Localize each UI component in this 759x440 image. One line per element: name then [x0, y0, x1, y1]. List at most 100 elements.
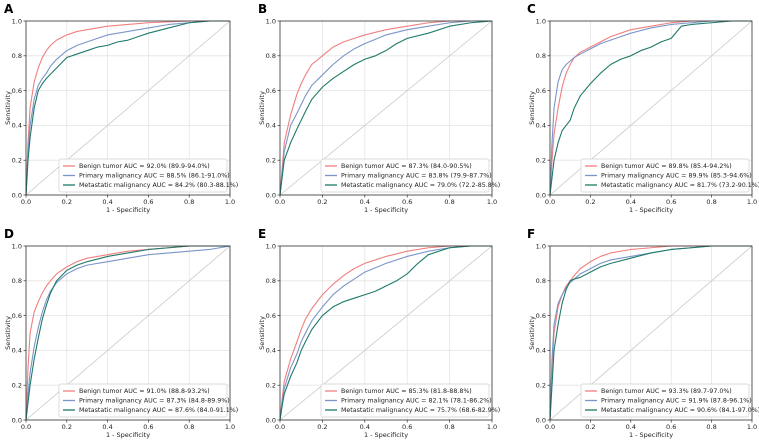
- roc-curve-metastatic: [279, 20, 493, 196]
- axes-frame: [549, 20, 753, 196]
- x-axis-label: 1 - Specificity: [106, 206, 150, 214]
- x-tick-label: 0.2: [585, 423, 595, 431]
- y-axis-label: Sensitivity: [528, 91, 536, 125]
- x-tick-label: 0.6: [666, 423, 676, 431]
- y-tick-label: 1.0: [536, 242, 546, 250]
- legend-box: [580, 383, 750, 418]
- legend-entry-primary: Primary malignancy AUC = 91.9% (87.8-96.…: [601, 398, 752, 405]
- legend-entry-primary: Primary malignancy AUC = 89.9% (85.3-94.…: [601, 173, 752, 180]
- y-tick-label: 0.0: [536, 191, 546, 199]
- x-tick-label: 1.0: [225, 198, 235, 206]
- x-tick-label: 0.6: [402, 423, 412, 431]
- legend: Benign tumor AUC = 91.0% (88.8-93.2%) Pri…: [58, 383, 238, 418]
- roc-curve-primary: [25, 245, 231, 421]
- x-tick-label: 0.2: [62, 423, 72, 431]
- x-tick-label: 0.4: [626, 423, 636, 431]
- legend-box: [58, 158, 228, 193]
- legend-entry-benign: Benign tumor AUC = 87.3% (84.0-90.5%): [341, 163, 472, 170]
- y-tick-label: 0.4: [266, 122, 276, 130]
- panel-letter: A: [4, 2, 14, 16]
- y-tick-label: 0.4: [12, 122, 22, 130]
- y-tick-label: 0.4: [266, 347, 276, 355]
- legend-entry-metastatic: Metastatic malignancy AUC = 90.6% (84.1-…: [601, 407, 759, 414]
- x-tick-label: 0.8: [444, 198, 454, 206]
- legend-entry-primary: Primary malignancy AUC = 88.5% (86.1-91.…: [79, 173, 230, 180]
- y-axis-label: Sensitivity: [4, 91, 12, 125]
- x-tick-label: 1.0: [747, 423, 757, 431]
- legend: Benign tumor AUC = 87.3% (84.0-90.5%) Pri…: [320, 158, 500, 193]
- roc-panel-f: F 0.0 0.2 0.4 0.6 0.8 1.0 0.0 0.2 0.4 0.6 0.8 1.0 1 -…: [527, 227, 759, 439]
- x-tick-label: 0.8: [444, 423, 454, 431]
- y-tick-label: 0.0: [266, 191, 276, 199]
- panel-letter: D: [4, 227, 14, 241]
- x-tick-label: 0.0: [21, 423, 31, 431]
- x-tick-label: 0.2: [317, 198, 327, 206]
- y-tick-label: 0.0: [536, 416, 546, 424]
- x-tick-label: 0.2: [62, 198, 72, 206]
- y-tick-label: 1.0: [536, 17, 546, 25]
- y-tick-label: 0.2: [536, 157, 546, 165]
- x-axis-label: 1 - Specificity: [629, 431, 673, 439]
- roc-curve-primary: [279, 245, 492, 421]
- x-axis-label: 1 - Specificity: [364, 431, 408, 439]
- y-tick-label: 0.2: [12, 382, 22, 390]
- x-tick-label: 0.4: [102, 423, 112, 431]
- roc-curve-primary: [549, 20, 752, 196]
- y-tick-label: 0.0: [12, 191, 22, 199]
- legend-entry-metastatic: Metastatic malignancy AUC = 75.7% (68.6-…: [341, 407, 500, 414]
- legend-entry-benign: Benign tumor AUC = 85.3% (81.8-88.8%): [341, 388, 472, 395]
- x-tick-label: 0.6: [402, 198, 412, 206]
- panel-letter: F: [527, 227, 535, 241]
- x-tick-label: 0.0: [21, 198, 31, 206]
- y-axis-label: Sensitivity: [258, 316, 266, 350]
- x-axis-label: 1 - Specificity: [106, 431, 150, 439]
- legend-entry-metastatic: Metastatic malignancy AUC = 79.0% (72.2-…: [341, 182, 500, 189]
- legend-entry-metastatic: Metastatic malignancy AUC = 81.7% (73.2-…: [601, 182, 759, 189]
- roc-curve-benign: [25, 20, 230, 196]
- roc-panel-d: D 0.0 0.2 0.4 0.6 0.8 1.0 0.0 0.2 0.4 0.6 0.8 1.0 1 -…: [4, 227, 238, 439]
- legend-entry-primary: Primary malignancy AUC = 82.1% (78.1-86.…: [341, 398, 492, 405]
- axes-frame: [25, 245, 231, 421]
- legend-entry-primary: Primary malignancy AUC = 87.3% (84.8-89.…: [79, 398, 230, 405]
- legend-entry-benign: Benign tumor AUC = 89.8% (85.4-94.2%): [601, 163, 732, 170]
- y-tick-label: 0.2: [266, 157, 276, 165]
- axes-frame: [279, 245, 493, 421]
- x-tick-label: 0.6: [143, 198, 153, 206]
- x-tick-label: 0.8: [706, 423, 716, 431]
- y-tick-label: 0.8: [536, 52, 546, 60]
- axes-frame: [549, 245, 753, 421]
- legend-entry-primary: Primary malignancy AUC = 83.8% (79.9-87.…: [341, 173, 492, 180]
- y-tick-label: 0.8: [536, 277, 546, 285]
- y-tick-label: 1.0: [12, 242, 22, 250]
- roc-curve-primary: [279, 20, 492, 196]
- y-tick-label: 0.4: [12, 347, 22, 355]
- roc-curve-metastatic: [25, 20, 230, 196]
- x-tick-label: 0.8: [184, 198, 194, 206]
- chance-diagonal-line: [279, 20, 493, 196]
- y-tick-label: 0.4: [536, 122, 546, 130]
- y-axis-label: Sensitivity: [258, 91, 266, 125]
- y-tick-label: 0.0: [12, 416, 22, 424]
- y-tick-label: 0.6: [266, 312, 276, 320]
- chance-diagonal-line: [279, 245, 493, 421]
- roc-curve-benign: [279, 245, 492, 421]
- x-tick-label: 0.2: [317, 423, 327, 431]
- y-tick-label: 0.2: [12, 157, 22, 165]
- x-tick-label: 0.2: [585, 198, 595, 206]
- y-tick-label: 1.0: [266, 17, 276, 25]
- y-tick-label: 0.8: [266, 277, 276, 285]
- panel-letter: B: [258, 2, 267, 16]
- roc-curve-benign: [279, 20, 492, 196]
- y-tick-label: 0.0: [266, 416, 276, 424]
- y-tick-label: 0.8: [12, 277, 22, 285]
- roc-panel-c: C 0.0 0.2 0.4 0.6 0.8 1.0 0.0 0.2 0.4 0.6 0.8 1.0 1 -…: [527, 2, 759, 214]
- x-tick-label: 0.0: [545, 423, 555, 431]
- y-tick-label: 0.4: [536, 347, 546, 355]
- x-tick-label: 0.8: [184, 423, 194, 431]
- y-tick-label: 0.8: [266, 52, 276, 60]
- legend-box: [320, 158, 490, 193]
- y-tick-label: 0.6: [536, 87, 546, 95]
- axes-frame: [25, 20, 231, 196]
- x-axis-label: 1 - Specificity: [629, 206, 673, 214]
